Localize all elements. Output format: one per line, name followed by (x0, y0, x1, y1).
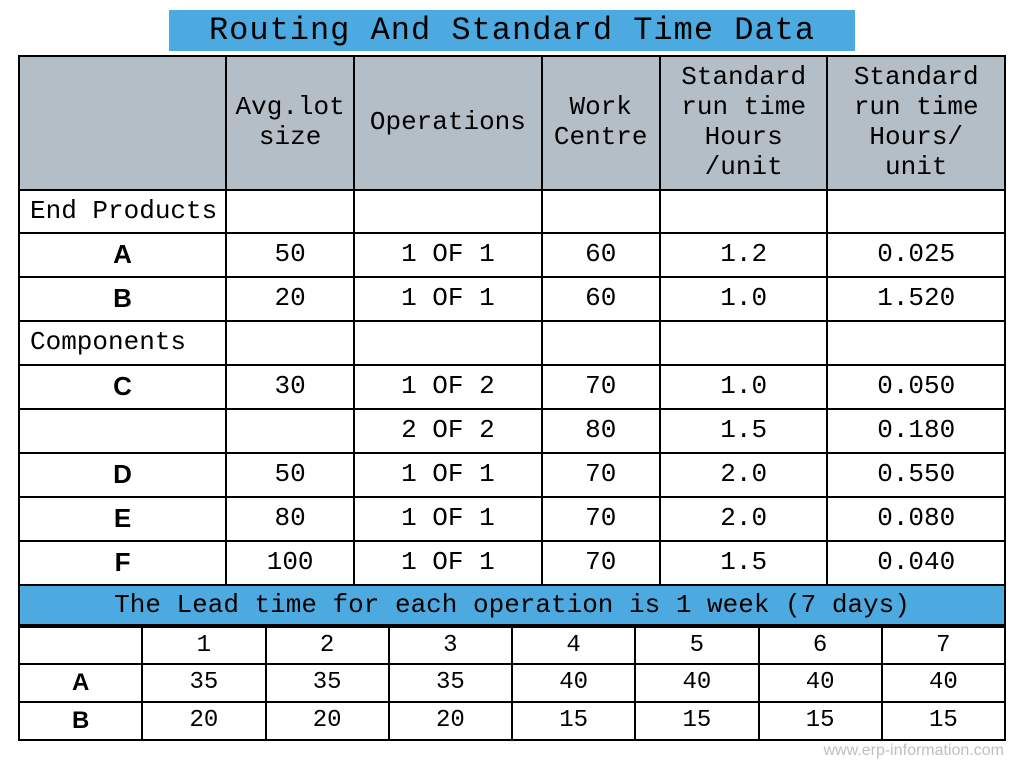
row-name: F (19, 541, 226, 585)
section-label: Components (19, 321, 226, 365)
cell: 20 (226, 277, 354, 321)
cell: 30 (226, 365, 354, 409)
cell: 70 (542, 365, 660, 409)
cell: 1.5 (660, 541, 828, 585)
col-header (19, 56, 226, 190)
sched-cell: 35 (266, 664, 389, 702)
cell: 70 (542, 497, 660, 541)
col-header: WorkCentre (542, 56, 660, 190)
cell: 50 (226, 233, 354, 277)
row-name (19, 409, 226, 453)
section-label: End Products (19, 190, 226, 234)
page-title: Routing And Standard Time Data (169, 10, 855, 51)
sched-cell: 15 (759, 702, 882, 740)
col-header: Standardrun timeHours/unit (827, 56, 1005, 190)
cell: 80 (226, 497, 354, 541)
cell: 70 (542, 541, 660, 585)
sched-col-header: 6 (759, 627, 882, 664)
cell: 2.0 (660, 453, 828, 497)
cell: 0.050 (827, 365, 1005, 409)
row-name: B (19, 277, 226, 321)
col-header: Standardrun timeHours/unit (660, 56, 828, 190)
footer-credit: www.erp-information.com (824, 742, 1005, 760)
sched-col-header: 1 (142, 627, 265, 664)
sched-cell: 40 (882, 664, 1005, 702)
sched-col-header: 4 (512, 627, 635, 664)
cell: 0.550 (827, 453, 1005, 497)
schedule-table: 1234567A35353540404040B20202015151515 (18, 626, 1006, 741)
row-name: E (19, 497, 226, 541)
cell: 1.0 (660, 365, 828, 409)
sched-cell: 15 (882, 702, 1005, 740)
cell: 1 OF 1 (354, 497, 541, 541)
cell: 0.025 (827, 233, 1005, 277)
cell: 2 OF 2 (354, 409, 541, 453)
cell: 0.180 (827, 409, 1005, 453)
sched-cell: 15 (635, 702, 758, 740)
cell: 1 OF 1 (354, 277, 541, 321)
sched-row-name: A (19, 664, 142, 702)
cell: 2.0 (660, 497, 828, 541)
cell: 50 (226, 453, 354, 497)
cell: 80 (542, 409, 660, 453)
cell: 0.040 (827, 541, 1005, 585)
col-header: Avg.lotsize (226, 56, 354, 190)
cell: 60 (542, 233, 660, 277)
sched-cell: 35 (142, 664, 265, 702)
sched-cell: 20 (389, 702, 512, 740)
cell: 1 OF 1 (354, 453, 541, 497)
cell: 1 OF 1 (354, 233, 541, 277)
cell: 100 (226, 541, 354, 585)
lead-time-note: The Lead time for each operation is 1 we… (18, 586, 1006, 626)
cell: 1 OF 2 (354, 365, 541, 409)
cell: 60 (542, 277, 660, 321)
sched-col-header (19, 627, 142, 664)
sched-row-name: B (19, 702, 142, 740)
sched-col-header: 7 (882, 627, 1005, 664)
cell: 1.5 (660, 409, 828, 453)
sched-cell: 15 (512, 702, 635, 740)
sched-col-header: 2 (266, 627, 389, 664)
sched-cell: 40 (512, 664, 635, 702)
sched-cell: 20 (266, 702, 389, 740)
sched-cell: 35 (389, 664, 512, 702)
sched-cell: 20 (142, 702, 265, 740)
row-name: D (19, 453, 226, 497)
sched-col-header: 5 (635, 627, 758, 664)
cell (226, 409, 354, 453)
cell: 70 (542, 453, 660, 497)
sched-cell: 40 (635, 664, 758, 702)
row-name: A (19, 233, 226, 277)
row-name: C (19, 365, 226, 409)
sched-col-header: 3 (389, 627, 512, 664)
routing-table: Avg.lotsizeOperationsWorkCentreStandardr… (18, 55, 1006, 586)
sched-cell: 40 (759, 664, 882, 702)
cell: 1.0 (660, 277, 828, 321)
cell: 1.2 (660, 233, 828, 277)
col-header: Operations (354, 56, 541, 190)
cell: 0.080 (827, 497, 1005, 541)
cell: 1 OF 1 (354, 541, 541, 585)
cell: 1.520 (827, 277, 1005, 321)
